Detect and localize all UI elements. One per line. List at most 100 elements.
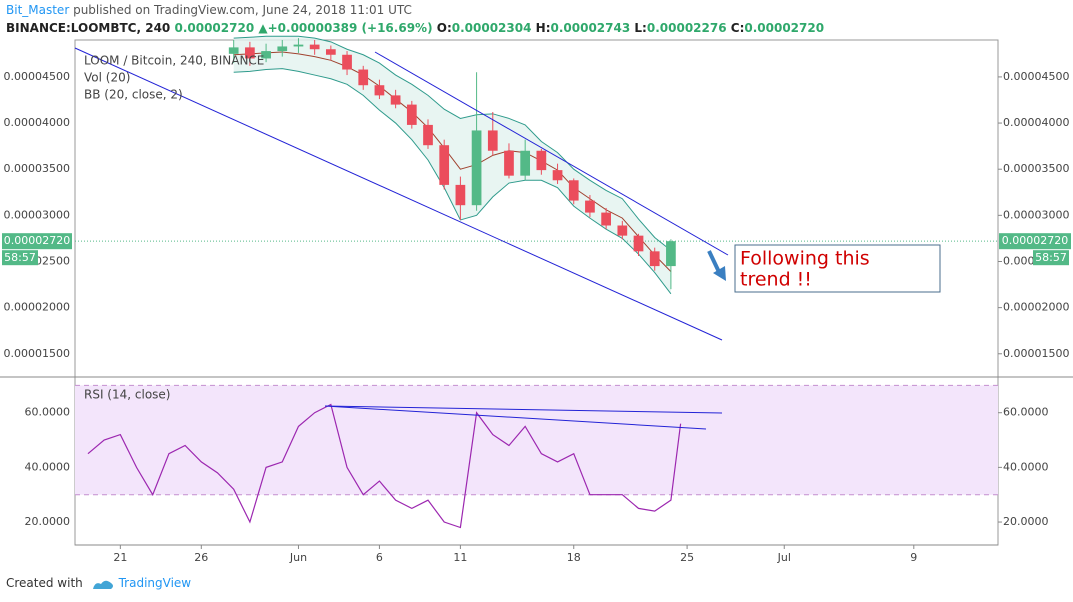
l-label: L: [634, 21, 647, 35]
candle-body [633, 235, 644, 252]
y-tick-label: 0.00002000 [4, 301, 70, 314]
candle-body [228, 47, 239, 54]
countdown: 58:57 [1035, 251, 1067, 264]
logo [92, 580, 113, 589]
candle-body [568, 180, 579, 201]
last: 0.00002720 [174, 21, 255, 35]
y-tick-label: 0.00004000 [1003, 116, 1069, 129]
background-layer [75, 35, 998, 496]
candle-body [309, 44, 320, 50]
countdown: 58:57 [4, 251, 36, 264]
candle-body [601, 212, 611, 226]
x-tick-label: Jun [289, 551, 307, 564]
candle-body [504, 150, 514, 176]
candle-body [649, 251, 660, 267]
chart: Following this trend !! LOOM / Bitcoin, … [0, 35, 1073, 564]
candle-body [423, 124, 433, 146]
y-tick-label: 20.0000 [1003, 515, 1049, 528]
price-tag-label: 0.00002720 [4, 234, 70, 247]
h-label: H: [535, 21, 551, 35]
brand[interactable]: TradingView [118, 576, 192, 590]
bb-basis [233, 51, 672, 272]
arrow [707, 250, 721, 273]
y-tick-label: 0.00001500 [1003, 347, 1069, 360]
countdown-tag [1033, 250, 1069, 266]
footer: Created with TradingView [6, 576, 191, 591]
y-tick-label: 0.00004500 [1003, 70, 1069, 83]
arrow: ▲ [258, 21, 268, 35]
y-tick-label: 0.00003000 [4, 208, 70, 221]
candle-body [666, 241, 676, 267]
y-tick-label: 60.0000 [25, 406, 71, 419]
candle-body [439, 145, 450, 185]
x-tick-label: 21 [113, 551, 127, 564]
x-tick-label: 25 [680, 551, 694, 564]
y-tick-label: 0.00002000 [1003, 301, 1069, 314]
trendline[interactable] [374, 51, 729, 256]
rsi-trendline[interactable] [324, 405, 707, 430]
legend: RSI (14, close) [84, 388, 170, 402]
candle-body [325, 49, 336, 55]
y-tick-label: 0.00003500 [4, 162, 70, 175]
published: published on TradingView.com, June 24, 2… [69, 3, 412, 17]
open: 0.00002304 [451, 21, 532, 35]
low: 0.00002276 [646, 21, 727, 35]
x-tick-label: 11 [453, 551, 467, 564]
y-tick-label: 40.0000 [25, 460, 71, 473]
candle-body [277, 46, 288, 52]
candle-body [520, 150, 531, 176]
x-tick-label: 9 [910, 551, 917, 564]
candle-body [245, 47, 255, 59]
c-label: C: [730, 21, 745, 35]
close: 0.00002720 [744, 21, 825, 35]
candle-body [358, 69, 369, 86]
rsi-trendline[interactable] [324, 405, 723, 414]
marks-layer [87, 38, 682, 529]
change: +0.00000389 (+16.69%) [267, 21, 433, 35]
legend: LOOM / Bitcoin, 240, BINANCE [84, 54, 264, 68]
x-tick-label: 18 [567, 551, 581, 564]
candle-body [585, 200, 595, 213]
candle-body [293, 44, 304, 47]
y-tick-label: 0.00001500 [4, 347, 70, 360]
bb-lower [233, 68, 672, 295]
arrow-head [713, 266, 726, 281]
candle-body [374, 85, 385, 96]
y-tick-label: 60.0000 [1003, 406, 1049, 419]
created: Created with [6, 576, 83, 590]
candle-body [536, 150, 547, 171]
candle-body [390, 95, 401, 105]
header-line: Bit_Master published on TradingView.com,… [6, 3, 412, 17]
legend: Vol (20) [84, 71, 130, 85]
annotation: trend !! [740, 269, 812, 291]
rsi-line [87, 403, 682, 529]
x-tick-label: Jul [777, 551, 791, 564]
y-tick-label: 0.00003000 [1003, 208, 1069, 221]
y-tick-label: 0.00004000 [4, 116, 70, 129]
trendline[interactable] [74, 47, 723, 341]
candle-body [406, 104, 417, 125]
candle-body [261, 51, 271, 59]
y-tick-label: 0.00004500 [4, 70, 70, 83]
price-tag [2, 233, 72, 250]
symbol-line: BINANCE:LOOMBTC, 240 0.00002720 ▲+0.0000… [6, 21, 824, 35]
price-tag [999, 233, 1071, 250]
candle-body [552, 170, 563, 181]
annotation: Following this [740, 248, 870, 270]
price-tag-label: 0.00002720 [1002, 234, 1068, 247]
countdown-tag [2, 250, 38, 266]
y-tick-label: 20.0000 [25, 515, 71, 528]
candle-body [487, 130, 498, 151]
bb-upper [233, 35, 672, 251]
candle-body [617, 225, 628, 236]
author[interactable]: Bit_Master [6, 3, 70, 17]
symbol: BINANCE:LOOMBTC, 240 [6, 21, 171, 35]
candle-body [455, 184, 466, 206]
annotation-box[interactable] [734, 244, 941, 293]
y-tick-label: 40.0000 [1003, 460, 1049, 473]
candle-body [471, 130, 482, 206]
y-tick-label: 0.00003500 [1003, 162, 1069, 175]
bb-fill [233, 36, 671, 294]
high: 0.00002743 [550, 21, 631, 35]
